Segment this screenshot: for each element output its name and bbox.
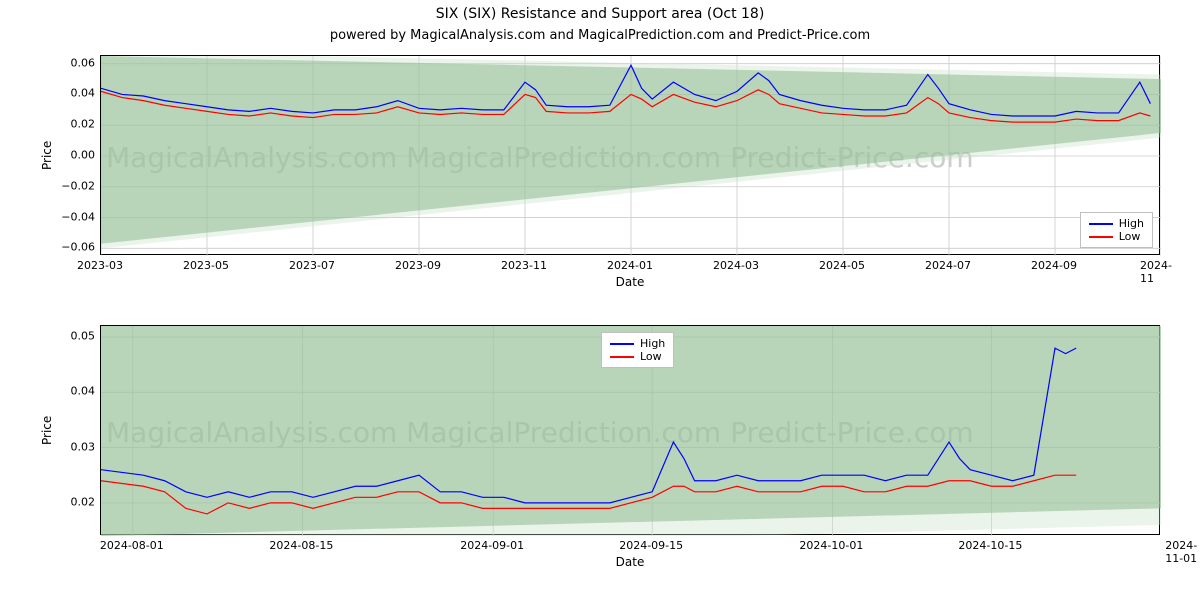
legend-item-high: High bbox=[610, 337, 665, 350]
legend-label: Low bbox=[1119, 230, 1141, 243]
x-tick-label: 2024-08-01 bbox=[100, 539, 164, 552]
x-tick-label: 2023-09 bbox=[395, 259, 441, 272]
y-tick-label: 0.00 bbox=[50, 149, 95, 162]
x-tick-label: 2024-09-01 bbox=[460, 539, 524, 552]
x-tick-label: 2023-11 bbox=[501, 259, 547, 272]
x-tick-label: 2023-03 bbox=[77, 259, 123, 272]
y-tick-label: 0.02 bbox=[50, 495, 95, 508]
y-tick-label: −0.06 bbox=[50, 241, 95, 254]
x-tick-label: 2024-01 bbox=[607, 259, 653, 272]
x-tick-label: 2024-10-15 bbox=[958, 539, 1022, 552]
legend-bottom: High Low bbox=[601, 332, 674, 368]
x-tick-label: 2024-08-15 bbox=[269, 539, 333, 552]
y-tick-label: 0.05 bbox=[50, 330, 95, 343]
figure: SIX (SIX) Resistance and Support area (O… bbox=[0, 0, 1200, 600]
chart-subtitle: powered by MagicalAnalysis.com and Magic… bbox=[330, 28, 870, 43]
x-axis-label-bottom: Date bbox=[616, 555, 645, 569]
y-tick-label: 0.03 bbox=[50, 440, 95, 453]
y-tick-label: 0.02 bbox=[50, 118, 95, 131]
legend-item-low: Low bbox=[610, 350, 665, 363]
y-tick-label: 0.06 bbox=[50, 56, 95, 69]
legend-item-low: Low bbox=[1089, 230, 1144, 243]
x-tick-label: 2024-05 bbox=[819, 259, 865, 272]
x-tick-label: 2024-10-01 bbox=[799, 539, 863, 552]
y-tick-label: 0.04 bbox=[50, 385, 95, 398]
x-tick-label: 2024-09 bbox=[1031, 259, 1077, 272]
y-tick-label: −0.04 bbox=[50, 210, 95, 223]
x-tick-label: 2024-07 bbox=[925, 259, 971, 272]
y-tick-label: −0.02 bbox=[50, 179, 95, 192]
legend-label: High bbox=[640, 337, 665, 350]
x-tick-label: 2024-11-01 bbox=[1165, 539, 1197, 565]
x-tick-label: 2023-07 bbox=[289, 259, 335, 272]
legend-label: Low bbox=[640, 350, 662, 363]
legend-label: High bbox=[1119, 217, 1144, 230]
y-tick-label: 0.04 bbox=[50, 87, 95, 100]
legend-item-high: High bbox=[1089, 217, 1144, 230]
x-tick-label: 2023-05 bbox=[183, 259, 229, 272]
x-tick-label: 2024-09-15 bbox=[619, 539, 683, 552]
chart-top: MagicalAnalysis.com MagicalPrediction.co… bbox=[100, 55, 1160, 255]
chart-title: SIX (SIX) Resistance and Support area (O… bbox=[436, 6, 765, 22]
x-axis-label-top: Date bbox=[616, 275, 645, 289]
x-tick-label: 2024-11 bbox=[1140, 259, 1180, 285]
legend-top: High Low bbox=[1080, 212, 1153, 248]
chart-bottom: MagicalAnalysis.com MagicalPrediction.co… bbox=[100, 325, 1160, 535]
x-tick-label: 2024-03 bbox=[713, 259, 759, 272]
